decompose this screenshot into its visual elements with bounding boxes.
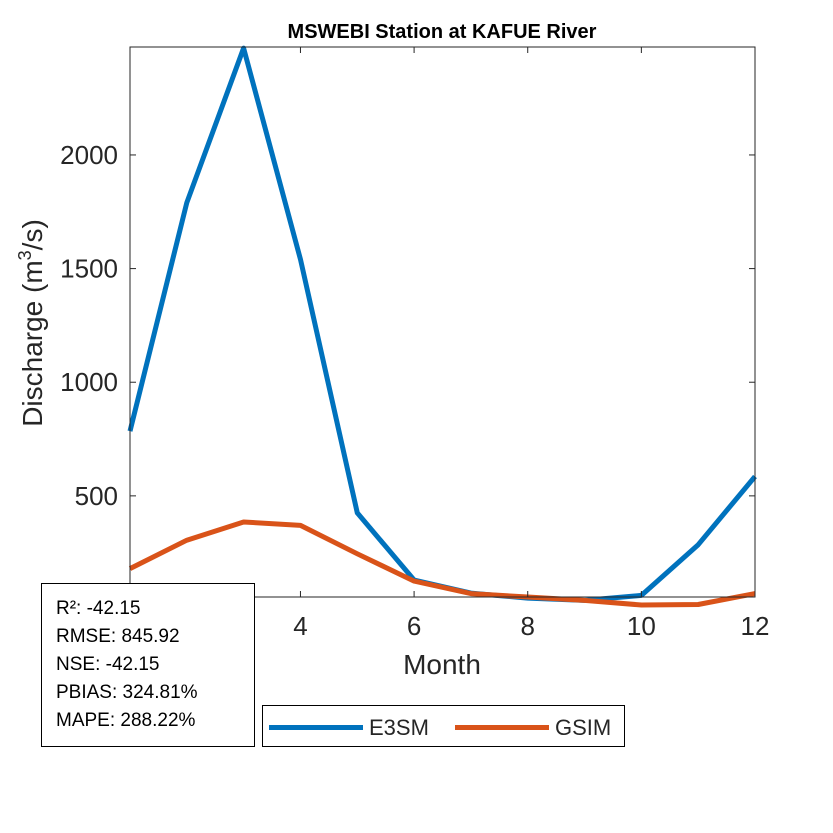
metric-pbias: PBIAS: 324.81%	[56, 682, 198, 703]
chart-legend: E3SM GSIM	[262, 705, 625, 747]
legend-label-e3sm: E3SM	[369, 715, 429, 740]
legend-swatch-gsim	[455, 725, 549, 730]
legend-swatch-e3sm	[269, 725, 363, 730]
metric-mape: MAPE: 288.22%	[56, 710, 196, 731]
x-tick-label-8: 8	[520, 611, 534, 641]
y-tick-label-2000: 2000	[60, 140, 118, 170]
metric-rmse: RMSE: 845.92	[56, 626, 180, 647]
x-tick-label-12: 12	[741, 611, 770, 641]
x-tick-label-4: 4	[293, 611, 307, 641]
y-axis-label-suffix: /s)	[17, 219, 48, 250]
series-line-gsim	[128, 519, 756, 608]
x-axis-label: Month	[403, 649, 481, 680]
y-axis-label-prefix: Discharge (m	[17, 260, 48, 426]
axis-ticks: 4 6 8 10 12 500 1000 1500 2000	[60, 47, 769, 641]
axes-box	[129, 46, 756, 598]
x-tick-label-10: 10	[627, 611, 656, 641]
series-layer	[127, 45, 757, 608]
metric-nse: NSE: -42.15	[56, 654, 160, 675]
x-tick-label-6: 6	[407, 611, 421, 641]
y-tick-label-1000: 1000	[60, 367, 118, 397]
chart-title: MSWEBI Station at KAFUE River	[288, 21, 597, 43]
y-tick-label-1500: 1500	[60, 254, 118, 284]
y-axis-label: Discharge (m3/s)	[15, 219, 48, 427]
metric-r2: R²: -42.15	[56, 598, 141, 619]
plot-area	[130, 47, 755, 597]
y-tick-label-500: 500	[75, 481, 118, 511]
y-axis-label-superscript: 3	[15, 250, 35, 260]
axes-frame	[129, 46, 756, 598]
metrics-box: R²: -42.15 RMSE: 845.92 NSE: -42.15 PBIA…	[41, 583, 255, 747]
legend-label-gsim: GSIM	[555, 715, 612, 740]
